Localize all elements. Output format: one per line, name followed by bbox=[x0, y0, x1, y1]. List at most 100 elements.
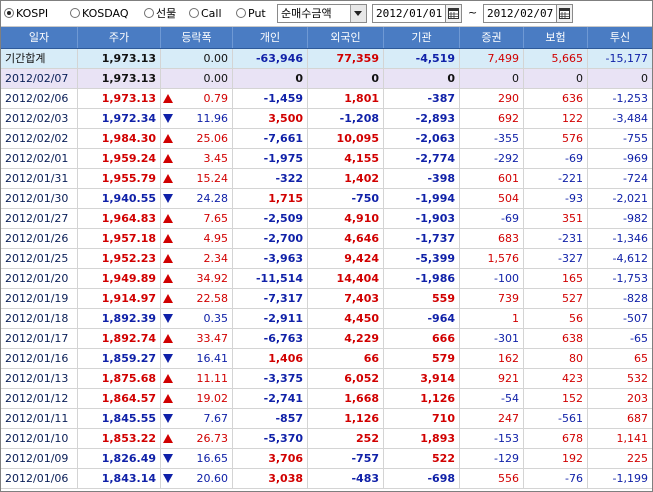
table-row[interactable]: 2012/02/03 1,972.34 11.96 3,500 -1,208 -2,893… bbox=[1, 109, 652, 129]
radio-kosdaq[interactable]: KOSDAQ bbox=[70, 5, 129, 21]
institution-cell: 522 bbox=[384, 449, 460, 468]
securities-cell: 739 bbox=[460, 289, 524, 308]
summary-row[interactable]: 기간합계 1,973.13 0.00 -63,946 77,359 -4,519… bbox=[1, 49, 652, 69]
table-row[interactable]: 2012/01/18 1,892.39 0.35 -2,911 4,450 -964 1 56… bbox=[1, 309, 652, 329]
price-cell: 1,892.39 bbox=[78, 309, 161, 328]
header-price[interactable]: 주가 bbox=[78, 27, 161, 48]
toolbar: KOSPI KOSDAQ 선물 Call Put 순매수금액 2012/01/0… bbox=[1, 1, 652, 27]
table-row[interactable]: 2012/01/12 1,864.57 19.02 -2,741 1,668 1,126-… bbox=[1, 389, 652, 409]
insurance-cell: -231 bbox=[524, 229, 588, 248]
mode-select[interactable]: 순매수금액 bbox=[277, 4, 367, 23]
table-row[interactable]: 2012/01/26 1,957.18 4.95 -2,700 4,646 -1,737 6… bbox=[1, 229, 652, 249]
investment-trust-cell: -969 bbox=[623, 152, 648, 165]
foreign-cell: -757 bbox=[308, 449, 384, 468]
summary-insurance: 5,665 bbox=[524, 49, 588, 68]
date-from-input[interactable]: 2012/01/01 bbox=[372, 4, 462, 23]
table-row[interactable]: 2012/02/02 1,984.30 25.06 -7,661 10,095 -2,06… bbox=[1, 129, 652, 149]
change-value: 0.00 bbox=[203, 72, 229, 85]
personal-cell: -857 bbox=[233, 409, 308, 428]
investment-trust-cell: 532 bbox=[627, 372, 648, 385]
change-value: 25.06 bbox=[196, 132, 229, 145]
header-institution[interactable]: 기관 bbox=[384, 27, 460, 48]
table-row[interactable]: 2012/02/06 1,973.13 0.79 -1,459 1,801 -387 290… bbox=[1, 89, 652, 109]
date-cell: 2012/01/06 bbox=[1, 469, 78, 488]
date-cell: 2012/02/01 bbox=[1, 149, 78, 168]
change-cell: 11.11 bbox=[161, 369, 233, 388]
price-cell: 1,957.18 bbox=[78, 229, 161, 248]
foreign-cell: 4,450 bbox=[308, 309, 384, 328]
securities-cell: 556 bbox=[460, 469, 524, 488]
radio-put[interactable]: Put bbox=[236, 5, 266, 21]
table-row[interactable]: 2012/01/11 1,845.55 7.67 -857 1,126 710 247 -56… bbox=[1, 409, 652, 429]
insurance-cell: 152 bbox=[524, 389, 588, 408]
securities-cell: 0 bbox=[460, 69, 524, 88]
date-cell: 2012/02/03 bbox=[1, 109, 78, 128]
securities-cell: -292 bbox=[460, 149, 524, 168]
table-row[interactable]: 2012/01/06 1,843.14 20.60 3,038 -483 -698 556-… bbox=[1, 469, 652, 489]
table-row[interactable]: 2012/01/13 1,875.68 11.11 -3,375 6,052 3,914 9… bbox=[1, 369, 652, 389]
table-row[interactable]: 2012/01/17 1,892.74 33.47 -6,763 4,229 666 -30… bbox=[1, 329, 652, 349]
change-cell: 15.24 bbox=[161, 169, 233, 188]
calendar-icon[interactable] bbox=[445, 4, 462, 23]
header-change[interactable]: 등락폭 bbox=[161, 27, 233, 48]
securities-cell: 247 bbox=[460, 409, 524, 428]
radio-label: Call bbox=[201, 6, 222, 20]
table-row[interactable]: 2012/01/25 1,952.23 2.34 -3,963 9,424 -5,399 1… bbox=[1, 249, 652, 269]
table-row[interactable]: 2012/02/07 1,973.13 0.00 0 0 0 0 0 0 bbox=[1, 69, 652, 89]
institution-cell: 1,126 bbox=[384, 389, 460, 408]
change-value: 19.02 bbox=[196, 392, 229, 405]
change-cell: 0.35 bbox=[161, 309, 233, 328]
chevron-down-icon[interactable] bbox=[350, 5, 366, 22]
table-row[interactable]: 2012/02/01 1,959.24 3.45 -1,975 4,155 -2,774-… bbox=[1, 149, 652, 169]
date-cell: 2012/01/09 bbox=[1, 449, 78, 468]
up-triangle-icon bbox=[163, 394, 173, 403]
down-triangle-icon bbox=[163, 354, 173, 363]
table-row[interactable]: 2012/01/20 1,949.89 34.92 -11,514 14,404 -1,9… bbox=[1, 269, 652, 289]
table-row[interactable]: 2012/01/27 1,964.83 7.65 -2,509 4,910 -1,903-… bbox=[1, 209, 652, 229]
radio-kospi[interactable]: KOSPI bbox=[4, 5, 48, 21]
date-cell: 2012/01/16 bbox=[1, 349, 78, 368]
date-cell: 2012/01/11 bbox=[1, 409, 78, 428]
summary-institution: -4,519 bbox=[384, 49, 460, 68]
radio-call[interactable]: Call bbox=[189, 5, 222, 21]
table-row[interactable]: 2012/01/09 1,826.49 16.65 3,706 -757 522 -129 1… bbox=[1, 449, 652, 469]
radio-futures[interactable]: 선물 bbox=[144, 5, 176, 21]
investment-trust-cell: 687 bbox=[627, 412, 648, 425]
foreign-cell: 10,095 bbox=[308, 129, 384, 148]
header-date[interactable]: 일자 bbox=[1, 27, 78, 48]
investment-trust-cell: 1,141 bbox=[616, 432, 649, 445]
header-personal[interactable]: 개인 bbox=[233, 27, 308, 48]
table-row[interactable]: 2012/01/31 1,955.79 15.24 -322 1,402 -398 601-… bbox=[1, 169, 652, 189]
price-cell: 1,853.22 bbox=[78, 429, 161, 448]
change-value: 26.73 bbox=[196, 432, 229, 445]
up-triangle-icon bbox=[163, 294, 173, 303]
summary-price: 1,973.13 bbox=[78, 49, 161, 68]
foreign-cell: 4,910 bbox=[308, 209, 384, 228]
date-to-input[interactable]: 2012/02/07 bbox=[483, 4, 573, 23]
table-row[interactable]: 2012/01/10 1,853.22 26.73 -5,370 252 1,893 -15… bbox=[1, 429, 652, 449]
table-row[interactable]: 2012/01/19 1,914.97 22.58 -7,317 7,403 559 739… bbox=[1, 289, 652, 309]
calendar-icon[interactable] bbox=[556, 4, 573, 23]
up-triangle-icon bbox=[163, 374, 173, 383]
header-securities[interactable]: 증권 bbox=[460, 27, 524, 48]
foreign-cell: 4,229 bbox=[308, 329, 384, 348]
table-row[interactable]: 2012/01/16 1,859.27 16.41 1,406 66 579 162 80 65 bbox=[1, 349, 652, 369]
change-value: 0.79 bbox=[203, 92, 229, 105]
securities-cell: 1,576 bbox=[460, 249, 524, 268]
investment-trust-cell: 0 bbox=[641, 72, 648, 85]
personal-cell: -3,375 bbox=[233, 369, 308, 388]
header-insurance[interactable]: 보험 bbox=[524, 27, 588, 48]
header-foreign[interactable]: 외국인 bbox=[308, 27, 384, 48]
price-cell: 1,959.24 bbox=[78, 149, 161, 168]
table-row[interactable]: 2012/01/30 1,940.55 24.28 1,715 -750 -1,994 50… bbox=[1, 189, 652, 209]
change-value: 11.96 bbox=[196, 112, 229, 125]
date-cell: 2012/02/07 bbox=[1, 69, 78, 88]
foreign-cell: 1,801 bbox=[308, 89, 384, 108]
price-cell: 1,984.30 bbox=[78, 129, 161, 148]
personal-cell: -1,975 bbox=[233, 149, 308, 168]
price-cell: 1,955.79 bbox=[78, 169, 161, 188]
header-investment-trust[interactable]: 투신 bbox=[609, 31, 631, 44]
down-triangle-icon bbox=[163, 194, 173, 203]
insurance-cell: -76 bbox=[524, 469, 588, 488]
foreign-cell: 252 bbox=[308, 429, 384, 448]
